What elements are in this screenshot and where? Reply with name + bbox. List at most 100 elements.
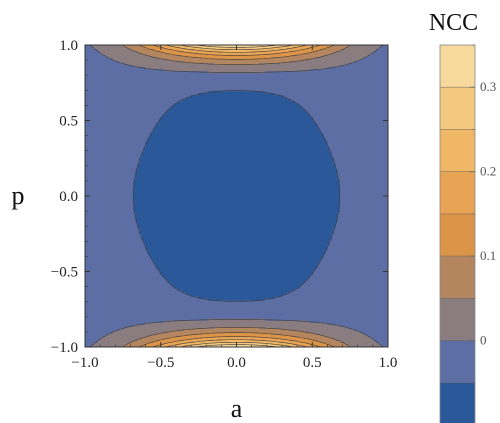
contour-cell: [280, 65, 284, 68]
contour-cell: [295, 103, 298, 106]
contour-cell: [299, 69, 302, 72]
contour-cell: [266, 59, 270, 62]
contour-cell: [85, 91, 88, 94]
contour-cell: [335, 67, 339, 70]
contour-cell: [242, 49, 246, 52]
contour-cell: [192, 71, 195, 74]
contour-cell: [260, 61, 264, 64]
contour-cell: [254, 55, 258, 58]
contour-cell: [109, 61, 112, 64]
contour-cell: [256, 73, 260, 76]
contour-cell: [129, 49, 133, 52]
contour-cell: [351, 51, 355, 54]
contour-cell: [153, 83, 157, 86]
contour-cell: [369, 71, 373, 74]
contour-cell: [268, 77, 272, 80]
contour-cell: [171, 87, 175, 90]
contour-cell: [299, 77, 302, 80]
contour-cell: [183, 103, 187, 106]
contour-cell: [353, 63, 357, 66]
contour-cell: [186, 97, 189, 100]
contour-cell: [135, 101, 139, 104]
contour-cell: [232, 87, 236, 90]
contour-cell: [289, 71, 292, 74]
contour-cell: [236, 101, 240, 104]
contour-cell: [254, 57, 258, 60]
contour-cell: [200, 49, 203, 52]
contour-cell: [256, 91, 260, 94]
contour-cell: [173, 51, 177, 54]
contour-cell: [216, 49, 219, 52]
contour-cell: [202, 69, 205, 72]
contour-cell: [240, 101, 244, 104]
contour-cell: [131, 69, 135, 72]
contour-cell: [133, 97, 137, 100]
contour-cell: [212, 67, 215, 70]
contour-cell: [291, 101, 294, 104]
contour-cell: [248, 61, 252, 64]
contour-cell: [383, 67, 387, 70]
contour-cell: [363, 89, 367, 92]
contour-cell: [270, 65, 274, 68]
contour-cell: [335, 93, 339, 96]
contour-cell: [365, 67, 369, 70]
contour-cell: [262, 105, 266, 109]
contour-cell: [345, 97, 349, 100]
contour-cell: [341, 83, 345, 86]
contour-cell: [228, 79, 232, 82]
contour-cell: [329, 49, 333, 52]
contour-cell: [177, 73, 181, 76]
contour-cell: [339, 61, 343, 64]
contour-cell: [133, 75, 137, 78]
contour-cell: [220, 83, 223, 86]
contour-cell: [101, 97, 104, 100]
contour-cell: [85, 85, 88, 88]
contour-cell: [343, 45, 347, 48]
contour-cell: [325, 59, 328, 62]
contour-cell: [175, 73, 179, 76]
contour-cell: [171, 55, 175, 58]
contour-cell: [278, 73, 282, 76]
contour-cell: [200, 81, 203, 84]
contour-cell: [317, 85, 320, 88]
contour-cell: [208, 93, 211, 96]
contour-cell: [143, 103, 147, 106]
contour-cell: [287, 77, 290, 80]
contour-cell: [121, 81, 124, 84]
contour-cell: [385, 71, 388, 74]
contour-cell: [345, 69, 349, 72]
contour-cell: [276, 59, 280, 62]
contour-cell: [230, 105, 234, 109]
contour-cell: [385, 101, 388, 104]
contour-cell: [202, 75, 205, 78]
contour-cell: [319, 81, 322, 84]
contour-cell: [177, 101, 181, 104]
contour-cell: [295, 55, 298, 58]
contour-cell: [313, 101, 316, 104]
contour-cell: [111, 69, 114, 72]
contour-cell: [315, 103, 318, 106]
contour-cell: [256, 67, 260, 70]
contour-cell: [268, 81, 272, 84]
contour-cell: [379, 61, 383, 64]
contour-cell: [301, 83, 304, 86]
contour-cell: [228, 77, 232, 80]
contour-cell: [349, 65, 353, 68]
contour-cell: [299, 57, 302, 60]
contour-cell: [295, 97, 298, 100]
contour-cell: [341, 81, 345, 84]
contour-cell: [359, 67, 363, 70]
contour-cell: [319, 93, 322, 96]
contour-cell: [179, 87, 183, 90]
contour-cell: [268, 103, 272, 106]
contour-cell: [216, 103, 219, 106]
contour-cell: [165, 61, 169, 64]
contour-cell: [125, 105, 129, 109]
contour-cell: [137, 55, 141, 58]
contour-cell: [337, 79, 341, 82]
contour-cell: [291, 89, 294, 92]
contour-cell: [321, 71, 324, 74]
contour-cell: [157, 69, 161, 72]
contour-cell: [89, 87, 92, 90]
contour-cell: [149, 79, 153, 82]
